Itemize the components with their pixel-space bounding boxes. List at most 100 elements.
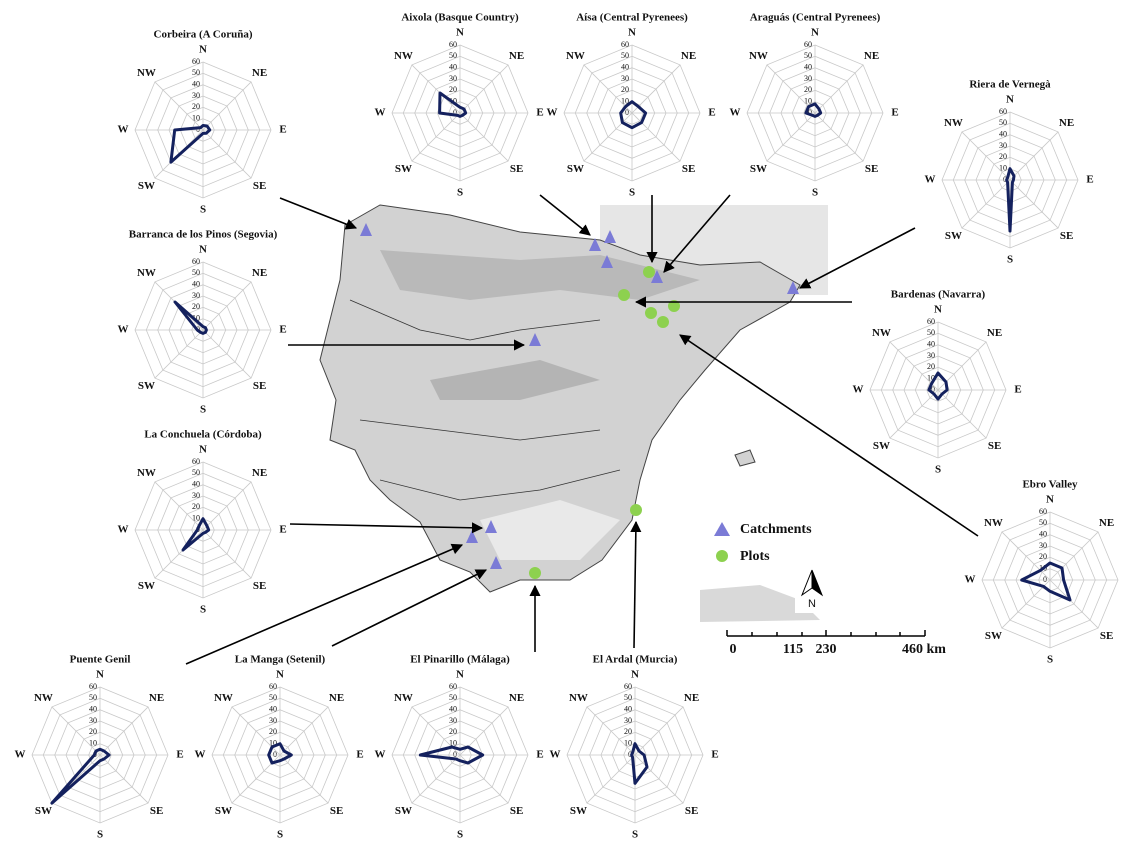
tick-label: 60 xyxy=(804,40,812,49)
island xyxy=(735,450,755,466)
direction-label: NE xyxy=(987,327,1002,339)
spoke xyxy=(203,130,251,178)
direction-label: SW xyxy=(35,805,52,817)
direction-label: SW xyxy=(138,580,155,592)
direction-label: NW xyxy=(137,267,156,279)
tick-label: 20 xyxy=(89,727,97,736)
direction-label: S xyxy=(457,187,463,199)
tick-label: 30 xyxy=(1039,541,1047,550)
direction-label: SE xyxy=(682,163,695,175)
tick-label: 20 xyxy=(449,727,457,736)
tick-label: 60 xyxy=(192,257,200,266)
tick-label: 30 xyxy=(269,716,277,725)
legend-plots-symbol xyxy=(716,550,728,562)
direction-label: SE xyxy=(510,163,523,175)
direction-label: S xyxy=(200,604,206,616)
spoke xyxy=(1010,132,1058,180)
tick-label: 10 xyxy=(192,113,200,122)
tick-label: 60 xyxy=(449,682,457,691)
chart-title: El Pinarillo (Málaga) xyxy=(410,654,510,666)
direction-label: NE xyxy=(252,267,267,279)
direction-label: SW xyxy=(873,440,890,452)
direction-label: NE xyxy=(252,67,267,79)
direction-label: NE xyxy=(681,50,696,62)
scale-label: 230 xyxy=(816,642,837,657)
tick-label: 60 xyxy=(192,457,200,466)
spoke xyxy=(155,330,203,378)
radar-chart: 0102030405060NNEESESSWWNWEl Pinarillo (M… xyxy=(375,654,544,841)
spoke xyxy=(890,390,938,438)
direction-label: SW xyxy=(945,230,962,242)
direction-label: W xyxy=(195,749,206,761)
spoke xyxy=(280,707,328,755)
direction-label: SW xyxy=(567,163,584,175)
tick-label: 60 xyxy=(999,107,1007,116)
tick-label: 40 xyxy=(449,62,457,71)
spoke xyxy=(412,113,460,161)
direction-label: S xyxy=(200,204,206,216)
direction-label: S xyxy=(277,829,283,841)
tick-label: 40 xyxy=(927,339,935,348)
direction-label: NE xyxy=(149,692,164,704)
direction-label: NW xyxy=(984,517,1003,529)
tick-label: 30 xyxy=(804,74,812,83)
tick-label: 20 xyxy=(192,102,200,111)
chart-title: Riera de Vernegà xyxy=(969,79,1051,91)
tick-label: 50 xyxy=(89,693,97,702)
spoke xyxy=(203,82,251,130)
radar-chart: 0102030405060NNEESESSWWNWEbro Valley xyxy=(965,479,1124,666)
direction-label: SW xyxy=(138,380,155,392)
direction-label: E xyxy=(536,107,543,119)
figure: Catchments Plots N 0 115 230 460 km 0102… xyxy=(0,0,1124,844)
tick-label: 40 xyxy=(624,704,632,713)
direction-label: W xyxy=(15,749,26,761)
scale-label: 115 xyxy=(783,642,803,657)
direction-label: NW xyxy=(137,67,156,79)
direction-label: E xyxy=(279,324,286,336)
scale-bar xyxy=(727,630,925,636)
direction-label: E xyxy=(891,107,898,119)
direction-label: S xyxy=(457,829,463,841)
direction-label: W xyxy=(375,107,386,119)
direction-label: W xyxy=(550,749,561,761)
spoke xyxy=(460,65,508,113)
direction-label: N xyxy=(456,27,464,39)
tick-label: 10 xyxy=(192,513,200,522)
chart-title: La Conchuela (Córdoba) xyxy=(144,429,262,441)
direction-label: N xyxy=(628,27,636,39)
legend-catchments-symbol xyxy=(714,522,730,536)
direction-label: E xyxy=(708,107,715,119)
north-label: N xyxy=(808,598,816,610)
tick-label: 30 xyxy=(192,291,200,300)
spoke xyxy=(100,755,148,803)
tick-label: 40 xyxy=(192,479,200,488)
direction-label: S xyxy=(200,404,206,416)
direction-label: NW xyxy=(394,50,413,62)
map: Catchments Plots N 0 115 230 460 km xyxy=(320,205,946,657)
legend-label: Catchments xyxy=(740,522,812,537)
direction-label: N xyxy=(96,669,104,681)
spoke xyxy=(280,755,328,803)
chart-title: La Manga (Setenil) xyxy=(235,654,326,666)
tick-label: 50 xyxy=(927,328,935,337)
tick-label: 60 xyxy=(1039,507,1047,516)
radar-chart: 0102030405060NNEESESSWWNWRiera de Verneg… xyxy=(925,79,1094,266)
tick-label: 50 xyxy=(804,51,812,60)
direction-label: S xyxy=(632,829,638,841)
spoke xyxy=(632,113,680,161)
direction-label: SE xyxy=(988,440,1001,452)
direction-label: N xyxy=(631,669,639,681)
direction-label: SW xyxy=(985,630,1002,642)
direction-label: N xyxy=(199,244,207,256)
direction-label: SE xyxy=(1100,630,1113,642)
direction-label: N xyxy=(811,27,819,39)
direction-label: E xyxy=(1014,384,1021,396)
tick-label: 40 xyxy=(269,704,277,713)
spoke xyxy=(938,390,986,438)
tick-label: 50 xyxy=(624,693,632,702)
spoke xyxy=(100,707,148,755)
direction-label: SW xyxy=(395,805,412,817)
tick-label: 50 xyxy=(192,68,200,77)
